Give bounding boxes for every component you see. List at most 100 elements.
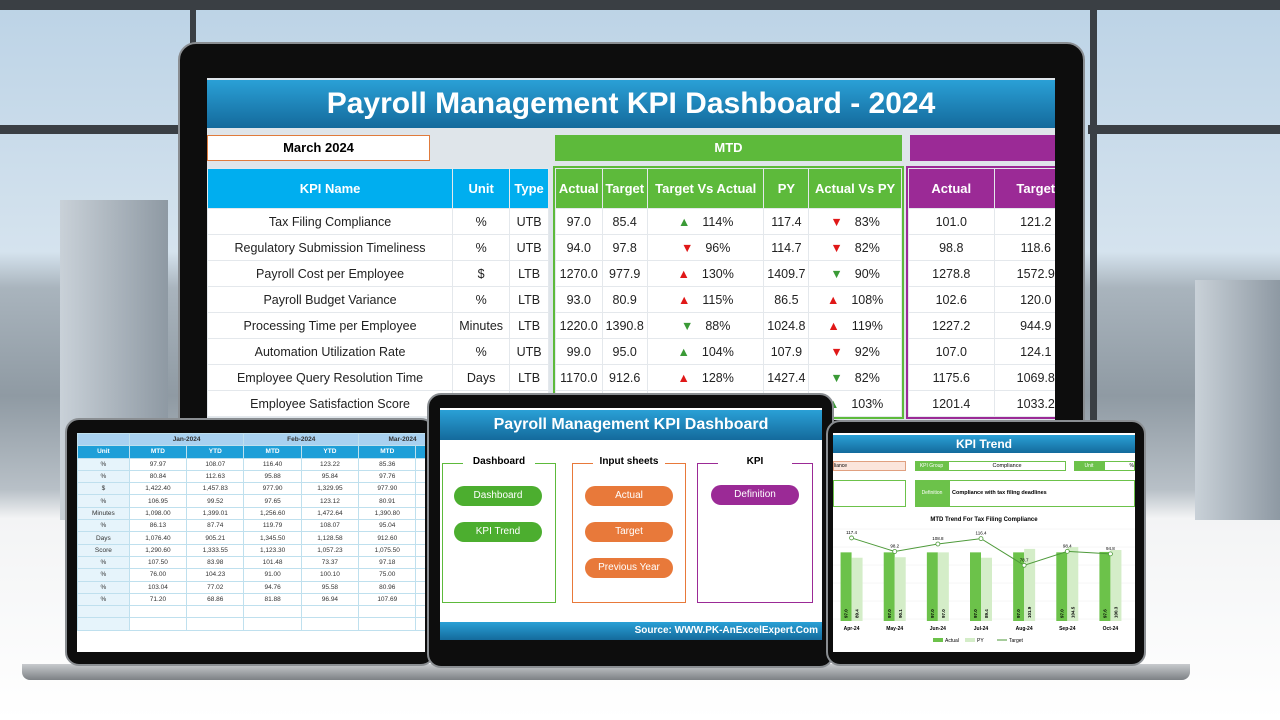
arrow-up-icon: ▲ bbox=[677, 370, 690, 385]
empty-cell bbox=[300, 605, 360, 619]
legend-label: PY bbox=[977, 638, 984, 644]
value-cell: 94.76 bbox=[243, 580, 302, 594]
bar-actual bbox=[840, 552, 852, 621]
period-header: YTD bbox=[415, 445, 425, 459]
bar-actual bbox=[1056, 552, 1068, 621]
table-row: % 106.95 99.52 97.65 123.12 80.91 bbox=[77, 494, 425, 508]
value-cell: 76.00 bbox=[128, 568, 188, 582]
value-cell: 77.02 bbox=[186, 580, 245, 594]
target-button[interactable]: Target bbox=[585, 522, 673, 542]
arrow-down-icon: ▼ bbox=[680, 318, 694, 333]
table-row: 107.0 124.1 bbox=[908, 338, 1055, 365]
value-cell: 112.63 bbox=[186, 469, 245, 484]
value-cell: 100.10 bbox=[300, 568, 360, 582]
actual-button[interactable]: Actual bbox=[585, 486, 673, 506]
cell-type: UTB bbox=[509, 338, 549, 365]
value-cell: 95.58 bbox=[300, 580, 360, 594]
percent-value: 114% bbox=[702, 214, 734, 229]
cell-tva: ▼ 88% bbox=[646, 312, 765, 339]
source-footer: Source: WWW.PK-AnExcelExpert.Com bbox=[440, 622, 822, 640]
cell-target: 977.9 bbox=[601, 260, 648, 287]
target-point bbox=[849, 535, 854, 541]
value-cell: 80.96 bbox=[358, 580, 417, 594]
month-selector[interactable]: March 2024 bbox=[207, 135, 430, 161]
value-cell: 97.65 bbox=[243, 494, 302, 508]
value-cell: 1,256.60 bbox=[243, 506, 302, 521]
kpi-name-selector[interactable]: liance bbox=[833, 461, 906, 471]
value-cell: 99.52 bbox=[186, 494, 245, 508]
header-kpi: KPI Name bbox=[207, 168, 454, 209]
value-cell: 83.98 bbox=[186, 555, 245, 570]
value-cell: 85.36 bbox=[358, 457, 417, 471]
value-cell: 107.69 bbox=[358, 592, 417, 607]
cell-kpi: Processing Time per Employee bbox=[207, 312, 454, 339]
table-row: 1270.0 977.9 ▲ 130% 1409.7 ▼ 90% bbox=[555, 260, 902, 287]
cell-avp: ▼ 83% bbox=[808, 208, 902, 235]
percent-value: 88% bbox=[705, 318, 731, 333]
arrow-down-icon: ▼ bbox=[680, 240, 694, 255]
percent-value: 108% bbox=[851, 292, 884, 307]
arrow-down-icon: ▼ bbox=[830, 344, 843, 359]
value-cell: 1,098.00 bbox=[128, 506, 188, 521]
arrow-up-icon: ▲ bbox=[826, 292, 840, 307]
empty-cell bbox=[77, 605, 130, 619]
header-actual: Actual bbox=[555, 168, 603, 209]
x-tick-label: Sep-24 bbox=[1059, 626, 1076, 632]
percent-value: 92% bbox=[854, 344, 880, 359]
percent-value: 82% bbox=[854, 370, 880, 385]
cell-py: 107.9 bbox=[763, 338, 810, 365]
table-row: Payroll Cost per Employee $ LTB bbox=[207, 260, 549, 287]
percent-value: 130% bbox=[701, 266, 734, 281]
value-cell: 1,333.55 bbox=[186, 543, 245, 557]
cell-actual: 1270.0 bbox=[555, 260, 603, 287]
target-point bbox=[978, 536, 984, 542]
empty-cell bbox=[243, 605, 302, 619]
legend-py-swatch bbox=[965, 638, 975, 642]
value-cell: 106.95 bbox=[128, 494, 188, 508]
table-row: Employee Query Resolution Time Days LTB bbox=[207, 364, 549, 391]
value-cell: 95.84 bbox=[300, 469, 360, 484]
bar-actual bbox=[926, 552, 938, 621]
value-cell: 123.22 bbox=[300, 457, 360, 471]
value-cell: 108.07 bbox=[186, 457, 245, 471]
value-cell: 1,128.58 bbox=[300, 531, 360, 545]
mtd-banner: MTD bbox=[555, 135, 902, 161]
bar-py bbox=[1067, 547, 1079, 621]
definition-button[interactable]: Definition bbox=[711, 485, 799, 505]
arrow-down-icon: ▼ bbox=[830, 214, 843, 229]
value-cell bbox=[415, 469, 425, 484]
label-actual: 97.0 bbox=[930, 609, 935, 618]
cell-unit: % bbox=[452, 208, 511, 235]
window-frame bbox=[1088, 125, 1280, 134]
value-cell bbox=[415, 482, 425, 496]
dashboard-button[interactable]: Dashboard bbox=[454, 486, 542, 506]
unit-cell: % bbox=[77, 580, 130, 594]
label-target: 117.4 bbox=[846, 530, 857, 535]
ytd-table: Actual Target 101.0 121.2 98.8 118.6 1278.8 157… bbox=[906, 166, 1055, 419]
laptop-base bbox=[22, 664, 1190, 680]
previous-year-button[interactable]: Previous Year bbox=[585, 558, 673, 578]
chart-title: MTD Trend For Tax Filing Compliance bbox=[930, 517, 1038, 523]
table-row: 101.0 121.2 bbox=[908, 208, 1055, 235]
unit-cell: Minutes bbox=[77, 506, 130, 521]
cell-actual: 97.0 bbox=[555, 208, 603, 235]
cell-ytd_actual: 98.8 bbox=[908, 234, 995, 261]
data-sheet-screen: Jan-2024 Feb-2024 Mar-2024 Unit MTD YTD MTD YTD… bbox=[77, 433, 425, 652]
cell-ytd_actual: 1175.6 bbox=[908, 364, 995, 391]
kpi-trend-button[interactable]: KPI Trend bbox=[454, 522, 542, 542]
header-target: Target bbox=[601, 168, 648, 209]
table-row: 1227.2 944.9 bbox=[908, 312, 1055, 339]
unit-cell: % bbox=[77, 469, 130, 484]
value-cell: 103.04 bbox=[128, 580, 188, 594]
period-header: MTD bbox=[243, 445, 302, 459]
cell-unit: % bbox=[452, 286, 511, 313]
legend-label: Target bbox=[1009, 638, 1024, 644]
table-row: 94.0 97.8 ▼ 96% 114.7 ▼ 82% bbox=[555, 234, 902, 261]
table-row: % 107.50 83.98 101.48 73.37 97.18 bbox=[77, 555, 425, 570]
label-actual: 97.0 bbox=[887, 609, 892, 618]
cell-unit: Minutes bbox=[452, 312, 511, 339]
value-cell: 97.18 bbox=[358, 555, 417, 570]
trend-title: KPI Trend bbox=[833, 435, 1135, 453]
cell-target: 80.9 bbox=[601, 286, 648, 313]
value-cell: 912.60 bbox=[358, 531, 417, 545]
